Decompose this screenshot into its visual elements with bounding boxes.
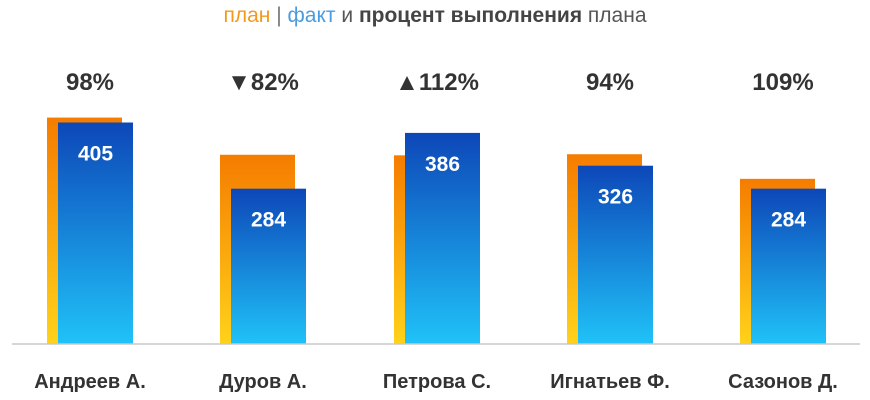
title-bold: процент выполнения <box>358 4 583 27</box>
fact-value-label: 386 <box>425 153 460 176</box>
category-label: Дуров А. <box>219 371 307 393</box>
title-separator: | <box>276 4 282 27</box>
percent-label: ▲112% <box>395 69 479 96</box>
category-label: Игнатьев Ф. <box>550 371 670 393</box>
percent-label: ▼82% <box>227 69 299 96</box>
percent-label: 98% <box>66 69 114 96</box>
fact-value-label: 405 <box>78 143 113 166</box>
fact-bar <box>231 188 306 344</box>
fact-bar <box>58 122 133 345</box>
percent-label: 94% <box>586 69 634 96</box>
category-label: Сазонов Д. <box>728 371 838 393</box>
title-plan: план <box>223 4 271 27</box>
category-label: Петрова С. <box>383 371 491 393</box>
title-tail: плана <box>587 4 647 27</box>
fact-bar <box>405 132 480 344</box>
fact-bar <box>751 188 826 344</box>
title-conjunction: и <box>341 4 354 27</box>
percent-label: 109% <box>752 69 813 96</box>
category-label: Андреев А. <box>34 371 146 393</box>
fact-value-label: 284 <box>771 209 806 232</box>
fact-value-label: 326 <box>598 186 633 209</box>
title-fact: факт <box>287 4 336 27</box>
chart-title: план | факт и процент выполнения плана <box>0 4 870 28</box>
fact-value-label: 284 <box>251 209 286 232</box>
fact-bar <box>578 165 653 344</box>
